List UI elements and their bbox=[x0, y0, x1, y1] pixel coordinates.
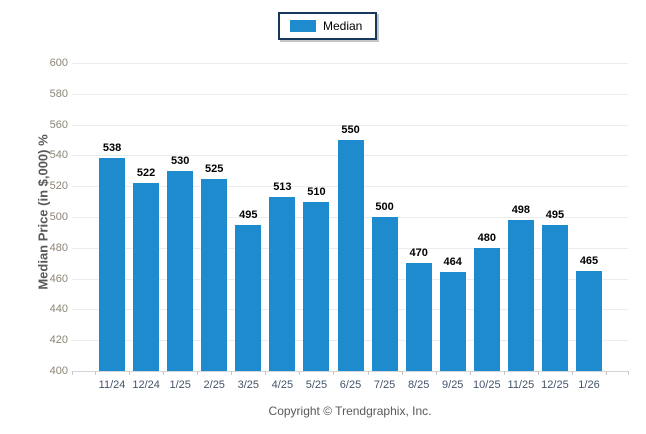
x-axis-line bbox=[72, 371, 628, 372]
y-tick-label: 480 bbox=[49, 241, 68, 254]
bar-6/25 bbox=[337, 140, 364, 371]
y-tick-label: 580 bbox=[49, 87, 68, 100]
x-axis-tickmark bbox=[469, 371, 471, 375]
x-tick-label: 11/24 bbox=[98, 379, 126, 391]
gridline bbox=[72, 63, 628, 64]
bar-value-label: 480 bbox=[477, 231, 496, 244]
x-tick-label: 3/25 bbox=[237, 379, 260, 391]
x-axis-tickmark bbox=[299, 371, 301, 375]
x-axis-tickmark bbox=[95, 371, 96, 375]
x-tick-label: 1/25 bbox=[169, 379, 191, 391]
x-tick-label: 8/25 bbox=[407, 379, 430, 391]
legend: Median bbox=[278, 12, 378, 40]
bar-value-label: 495 bbox=[545, 208, 565, 221]
bar-4/25 bbox=[269, 196, 296, 371]
y-tick-label: 500 bbox=[49, 211, 68, 223]
x-axis-tickmark bbox=[537, 371, 539, 375]
y-tick-label: 400 bbox=[49, 365, 68, 377]
bar-value-label: 464 bbox=[443, 256, 462, 269]
x-tick-label: 12/24 bbox=[132, 379, 160, 391]
x-tick-label: 11/25 bbox=[507, 379, 535, 391]
x-axis-tickmark bbox=[72, 371, 73, 375]
bar-value-label: 513 bbox=[273, 180, 292, 193]
legend-swatch-median bbox=[290, 20, 316, 32]
bar-value-label: 500 bbox=[375, 201, 394, 213]
x-axis-tickmark bbox=[163, 371, 165, 375]
bar-11/25 bbox=[507, 220, 534, 371]
bar-12/25 bbox=[541, 224, 568, 371]
x-tick-label: 9/25 bbox=[442, 379, 464, 391]
bar-10/25 bbox=[473, 247, 500, 371]
x-axis-tickmark bbox=[367, 371, 369, 375]
x-tick-label: 6/25 bbox=[339, 379, 362, 391]
bar-value-label: 510 bbox=[307, 185, 326, 198]
x-axis-tickmark bbox=[197, 371, 199, 375]
bar-value-label: 525 bbox=[205, 162, 224, 175]
bar-value-label: 530 bbox=[170, 154, 190, 167]
bar-1/25 bbox=[167, 170, 194, 371]
bar-value-label: 495 bbox=[239, 208, 258, 221]
bar-2/25 bbox=[201, 178, 228, 371]
x-axis-tickmark bbox=[606, 371, 608, 375]
legend-label-median: Median bbox=[323, 19, 363, 33]
bar-5/25 bbox=[303, 201, 330, 371]
x-tick-label: 4/25 bbox=[271, 379, 294, 391]
bar-11/24 bbox=[99, 158, 126, 371]
bar-9/25 bbox=[439, 272, 466, 371]
y-tick-label: 420 bbox=[49, 334, 68, 347]
x-axis-tickmark bbox=[129, 371, 131, 375]
x-tick-label: 12/25 bbox=[541, 379, 569, 391]
bar-1/26 bbox=[576, 270, 602, 371]
y-tick-label: 520 bbox=[49, 180, 68, 193]
x-axis-tickmark bbox=[435, 371, 437, 375]
bar-value-label: 498 bbox=[511, 204, 531, 217]
y-tick-label: 600 bbox=[49, 57, 68, 69]
bar-value-label: 470 bbox=[409, 247, 428, 260]
bar-value-label: 465 bbox=[579, 254, 599, 267]
bar-value-label: 522 bbox=[136, 167, 156, 180]
y-tick-label: 440 bbox=[49, 303, 68, 316]
x-axis-tickmark bbox=[265, 371, 267, 375]
x-tick-label: 7/25 bbox=[373, 379, 396, 391]
bar-12/24 bbox=[133, 183, 160, 371]
y-tick-label: 460 bbox=[49, 272, 68, 285]
bar-value-label: 550 bbox=[341, 124, 360, 136]
x-axis-tickmark bbox=[571, 371, 573, 375]
x-axis-tickmark bbox=[503, 371, 505, 375]
copyright-text: Copyright © Trendgraphix, Inc. bbox=[268, 404, 432, 418]
x-axis-tickmark bbox=[401, 371, 403, 375]
y-tick-label: 540 bbox=[49, 149, 68, 162]
x-tick-label: 5/25 bbox=[305, 379, 328, 391]
x-axis-tickmark bbox=[231, 371, 233, 375]
y-tick-label: 560 bbox=[49, 118, 68, 131]
bar-value-label: 538 bbox=[102, 142, 122, 155]
x-axis-tickmark bbox=[628, 371, 629, 375]
bar-8/25 bbox=[405, 263, 432, 371]
gridline bbox=[72, 124, 628, 126]
x-tick-label: 1/26 bbox=[578, 379, 600, 391]
gridline bbox=[72, 93, 628, 95]
bar-7/25 bbox=[371, 217, 398, 371]
x-tick-label: 10/25 bbox=[473, 379, 501, 391]
x-axis-tickmark bbox=[333, 371, 335, 375]
x-tick-label: 2/25 bbox=[203, 379, 225, 391]
bar-3/25 bbox=[235, 224, 262, 371]
